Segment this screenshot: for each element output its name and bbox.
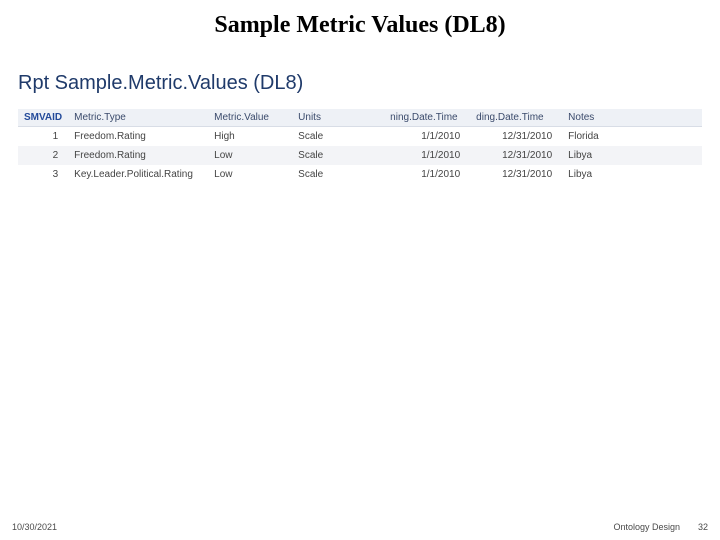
col-header-notes: Notes: [562, 109, 702, 127]
cell-notes: Libya: [562, 146, 702, 165]
table-row: 3 Key.Leader.Political.Rating Low Scale …: [18, 165, 702, 184]
table-row: 2 Freedom.Rating Low Scale 1/1/2010 12/3…: [18, 146, 702, 165]
cell-start-date: 1/1/2010: [384, 127, 470, 147]
slide-title: Sample Metric Values (DL8): [0, 0, 720, 39]
report-title: Rpt Sample.Metric.Values (DL8): [18, 72, 702, 95]
cell-id: 2: [18, 146, 68, 165]
cell-value: Low: [208, 165, 292, 184]
col-header-value: Metric.Value: [208, 109, 292, 127]
cell-start-date: 1/1/2010: [384, 165, 470, 184]
metrics-table: SMVAID Metric.Type Metric.Value Units ni…: [18, 109, 702, 184]
col-header-type: Metric.Type: [68, 109, 208, 127]
cell-end-date: 12/31/2010: [470, 146, 562, 165]
col-header-start: ning.Date.Time: [384, 109, 470, 127]
cell-value: Low: [208, 146, 292, 165]
cell-type: Freedom.Rating: [68, 127, 208, 147]
footer-label: Ontology Design: [613, 522, 680, 532]
cell-units: Scale: [292, 127, 384, 147]
footer-date: 10/30/2021: [12, 522, 57, 532]
cell-value: High: [208, 127, 292, 147]
cell-type: Key.Leader.Political.Rating: [68, 165, 208, 184]
cell-notes: Florida: [562, 127, 702, 147]
table-header-row: SMVAID Metric.Type Metric.Value Units ni…: [18, 109, 702, 127]
footer-page-number: 32: [698, 522, 708, 532]
cell-notes: Libya: [562, 165, 702, 184]
cell-id: 3: [18, 165, 68, 184]
cell-id: 1: [18, 127, 68, 147]
cell-units: Scale: [292, 146, 384, 165]
table-row: 1 Freedom.Rating High Scale 1/1/2010 12/…: [18, 127, 702, 147]
col-header-units: Units: [292, 109, 384, 127]
col-header-end: ding.Date.Time: [470, 109, 562, 127]
cell-units: Scale: [292, 165, 384, 184]
cell-end-date: 12/31/2010: [470, 127, 562, 147]
report-panel: Rpt Sample.Metric.Values (DL8) SMVAID Me…: [18, 72, 702, 184]
cell-type: Freedom.Rating: [68, 146, 208, 165]
cell-end-date: 12/31/2010: [470, 165, 562, 184]
col-header-id: SMVAID: [18, 109, 68, 127]
cell-start-date: 1/1/2010: [384, 146, 470, 165]
